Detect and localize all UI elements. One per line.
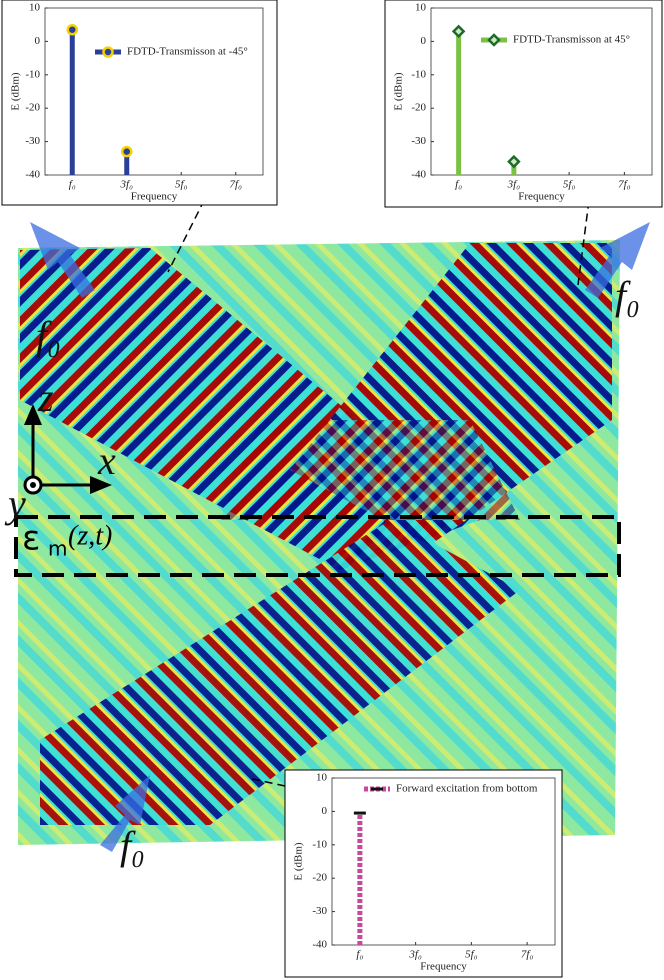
x-tick-label: 7f₀ xyxy=(521,949,534,961)
y-tick-label: -40 xyxy=(312,939,327,951)
field-map xyxy=(18,240,620,845)
x-axis-label: Frequency xyxy=(131,191,178,203)
x-tick-label: 5f₀ xyxy=(563,179,576,191)
y-tick-label: -10 xyxy=(312,838,327,850)
legend-marker xyxy=(487,33,501,47)
y-tick-label: -30 xyxy=(25,135,40,147)
x-tick-label: 3f₀ xyxy=(507,179,521,191)
source-arrows xyxy=(30,222,650,852)
axes-glyph xyxy=(23,404,112,495)
legend-marker xyxy=(371,787,383,791)
y-tick-label: -20 xyxy=(25,102,40,114)
legend-marker xyxy=(102,46,114,58)
marker xyxy=(507,154,521,169)
x-axis-label: Frequency xyxy=(420,961,467,973)
marker xyxy=(121,145,133,158)
axis-label: z xyxy=(37,375,54,420)
epsilon-args: (z,t) xyxy=(68,520,112,551)
inset-chart: 10 0 -10 -20 -30 -40 f₀ 3f₀ 5f₀ 7f₀ Frequency E (dB… xyxy=(1,0,278,206)
source-label: f₀ xyxy=(120,823,145,868)
x-tick-label: f₀ xyxy=(69,179,76,191)
y-axis-label: E (dBm) xyxy=(10,72,22,111)
plot-frame xyxy=(44,7,264,176)
marker xyxy=(451,24,466,39)
modulated-slab xyxy=(14,515,621,577)
legend-label: FDTD-Transmisson at 45° xyxy=(513,34,630,46)
legend-label: Forward excitation from bottom xyxy=(396,783,538,795)
inset-chart: 10 0 -10 -20 -30 -40 f₀ 3f₀ 5f₀ 7f₀ Frequency E (dB… xyxy=(284,769,563,978)
x-tick-label: 3f₀ xyxy=(120,179,134,191)
inset-chart: 10 0 -10 -20 -30 -40 f₀ 3f₀ 5f₀ 7f₀ Frequency E (dB… xyxy=(384,0,663,208)
y-tick-label: 10 xyxy=(316,772,328,784)
x-axis-label: Frequency xyxy=(518,191,565,203)
x-tick-label: 5f₀ xyxy=(175,179,188,191)
y-axis-label: E (dBm) xyxy=(293,842,305,881)
inset-background xyxy=(1,0,278,206)
y-tick-label: -20 xyxy=(411,102,426,114)
plot-frame xyxy=(430,7,653,176)
y-tick-label: -40 xyxy=(411,169,426,181)
legend-label: FDTD-Transmisson at -45° xyxy=(127,46,248,58)
inset-background xyxy=(284,769,563,978)
epsilon-subscript: m xyxy=(48,537,67,561)
y-tick-label: -10 xyxy=(411,68,426,80)
marker xyxy=(66,23,78,36)
y-axis-label: E (dBm) xyxy=(393,72,405,111)
axis-label: y xyxy=(4,481,26,526)
x-tick-label: 7f₀ xyxy=(230,179,243,191)
x-tick-label: f₀ xyxy=(356,949,363,961)
x-tick-label: f₀ xyxy=(455,179,462,191)
y-tick-label: 10 xyxy=(415,2,427,14)
y-tick-label: -10 xyxy=(25,68,40,80)
y-tick-label: 0 xyxy=(421,35,427,47)
y-tick-label: 0 xyxy=(35,35,41,47)
y-tick-label: 10 xyxy=(29,2,41,14)
y-tick-label: -30 xyxy=(312,905,327,917)
output-label: f₀ xyxy=(615,273,640,318)
y-tick-label: 0 xyxy=(322,805,328,817)
marker xyxy=(353,811,366,815)
x-tick-label: 3f₀ xyxy=(408,949,422,961)
inset-background xyxy=(384,0,663,208)
x-tick-label: 5f₀ xyxy=(465,949,478,961)
axis-label: x xyxy=(97,438,116,483)
plot-frame xyxy=(331,777,556,946)
source-label: f₀ xyxy=(36,313,61,358)
y-tick-label: -30 xyxy=(411,135,426,147)
y-tick-label: -40 xyxy=(25,169,40,181)
x-tick-label: 7f₀ xyxy=(618,179,631,191)
y-tick-label: -20 xyxy=(312,872,327,884)
epsilon: ε xyxy=(22,519,40,559)
